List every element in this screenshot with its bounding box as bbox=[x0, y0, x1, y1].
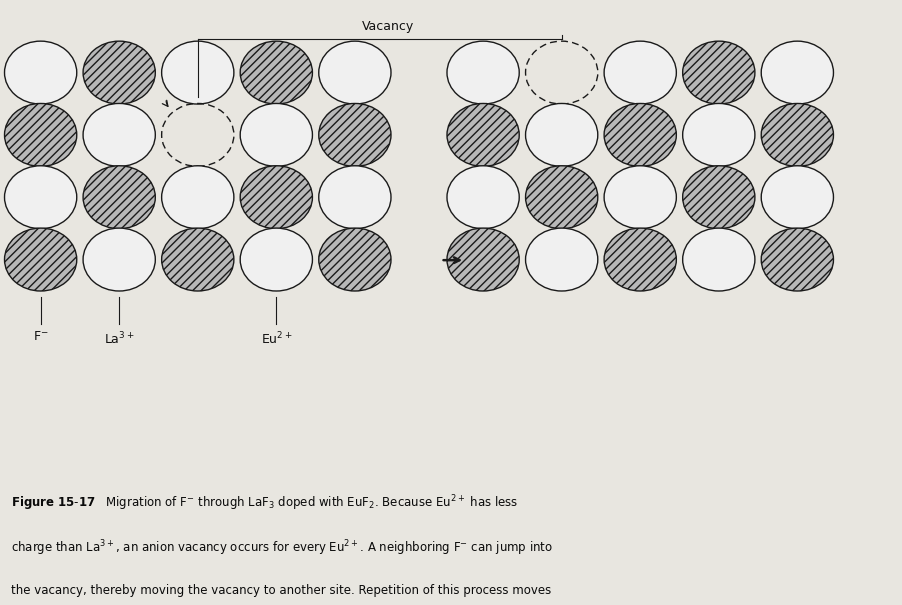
Ellipse shape bbox=[240, 41, 312, 104]
Ellipse shape bbox=[760, 228, 833, 291]
Ellipse shape bbox=[682, 41, 754, 104]
Ellipse shape bbox=[318, 166, 391, 229]
Text: Eu$^{2+}$: Eu$^{2+}$ bbox=[261, 330, 291, 347]
Ellipse shape bbox=[446, 103, 519, 166]
Ellipse shape bbox=[682, 166, 754, 229]
Ellipse shape bbox=[760, 166, 833, 229]
Ellipse shape bbox=[318, 41, 391, 104]
Ellipse shape bbox=[446, 166, 519, 229]
Ellipse shape bbox=[240, 166, 312, 229]
Ellipse shape bbox=[83, 103, 155, 166]
Ellipse shape bbox=[240, 103, 312, 166]
Ellipse shape bbox=[525, 103, 597, 166]
Ellipse shape bbox=[5, 41, 77, 104]
Ellipse shape bbox=[682, 228, 754, 291]
Ellipse shape bbox=[83, 41, 155, 104]
Ellipse shape bbox=[760, 41, 833, 104]
Ellipse shape bbox=[760, 103, 833, 166]
Ellipse shape bbox=[525, 228, 597, 291]
Ellipse shape bbox=[682, 103, 754, 166]
Ellipse shape bbox=[5, 166, 77, 229]
Ellipse shape bbox=[446, 41, 519, 104]
Ellipse shape bbox=[5, 103, 77, 166]
Ellipse shape bbox=[161, 41, 234, 104]
Ellipse shape bbox=[5, 228, 77, 291]
Text: the vacancy, thereby moving the vacancy to another site. Repetition of this proc: the vacancy, thereby moving the vacancy … bbox=[11, 584, 550, 597]
Text: F$^{-}$: F$^{-}$ bbox=[32, 330, 49, 343]
Ellipse shape bbox=[240, 228, 312, 291]
Ellipse shape bbox=[525, 166, 597, 229]
Ellipse shape bbox=[446, 228, 519, 291]
Ellipse shape bbox=[318, 103, 391, 166]
Ellipse shape bbox=[161, 166, 234, 229]
Ellipse shape bbox=[603, 228, 676, 291]
Ellipse shape bbox=[318, 228, 391, 291]
Text: $\mathbf{Figure\ 15\text{-}17}$   Migration of F$^{-}$ through LaF$_{3}$ doped w: $\mathbf{Figure\ 15\text{-}17}$ Migratio… bbox=[11, 493, 518, 512]
Text: La$^{3+}$: La$^{3+}$ bbox=[104, 330, 134, 347]
Ellipse shape bbox=[603, 166, 676, 229]
Text: Vacancy: Vacancy bbox=[362, 21, 414, 33]
Ellipse shape bbox=[83, 166, 155, 229]
Ellipse shape bbox=[161, 228, 234, 291]
Ellipse shape bbox=[603, 41, 676, 104]
Ellipse shape bbox=[603, 103, 676, 166]
Text: charge than La$^{3+}$, an anion vacancy occurs for every Eu$^{2+}$. A neighborin: charge than La$^{3+}$, an anion vacancy … bbox=[11, 538, 552, 558]
Ellipse shape bbox=[83, 228, 155, 291]
